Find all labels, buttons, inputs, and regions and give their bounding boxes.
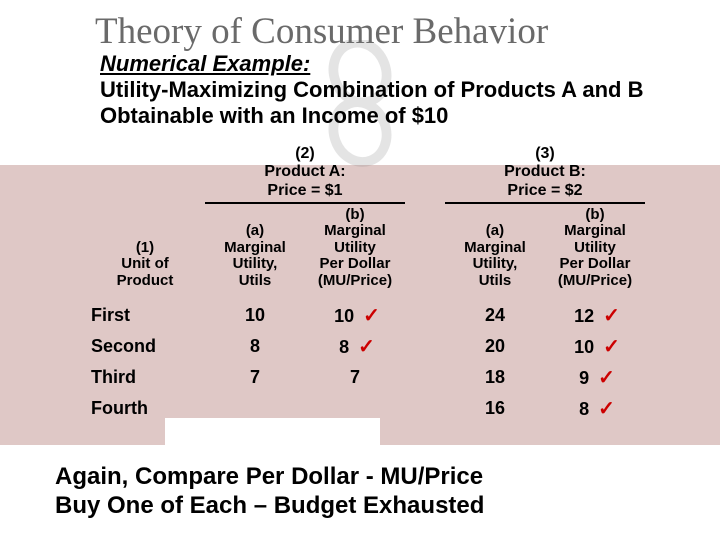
heading-line1: Numerical Example: (30, 51, 690, 77)
footer-line1: Again, Compare Per Dollar - MU/Price (55, 463, 484, 492)
heading-line2: Utility-Maximizing Combination of Produc… (30, 77, 690, 130)
footer-text: Again, Compare Per Dollar - MU/Price Buy… (55, 463, 484, 521)
col-a-mup: (b) Marginal Utility Per Dollar (MU/Pric… (305, 203, 405, 296)
table-row: Third 7 7 18 9 ✓ (85, 362, 645, 393)
cover-box-left (165, 418, 380, 450)
slide-title: Theory of Consumer Behavior (30, 10, 690, 53)
table-row: First 10 10 ✓ 24 12 ✓ (85, 295, 645, 331)
utility-table: (2) Product A: Price = $1 (3) Product B:… (85, 142, 645, 425)
slide-content: Theory of Consumer Behavior Numerical Ex… (0, 0, 720, 424)
footer-line2: Buy One of Each – Budget Exhausted (55, 492, 484, 521)
checkmark-icon: ✓ (598, 367, 615, 389)
group-a-header: (2) Product A: Price = $1 (205, 142, 405, 203)
group-b-header: (3) Product B: Price = $2 (445, 142, 645, 203)
col1-header: (1) Unit of Product (85, 203, 205, 296)
col-b-mup: (b) Marginal Utility Per Dollar (MU/Pric… (545, 203, 645, 296)
checkmark-icon: ✓ (598, 398, 615, 420)
checkmark-icon: ✓ (363, 305, 380, 327)
checkmark-icon: ✓ (358, 336, 375, 358)
col-a-mu: (a) Marginal Utility, Utils (205, 203, 305, 296)
col-b-mu: (a) Marginal Utility, Utils (445, 203, 545, 296)
checkmark-icon: ✓ (603, 336, 620, 358)
checkmark-icon: ✓ (603, 305, 620, 327)
table-row: Second 8 8 ✓ 20 10 ✓ (85, 331, 645, 362)
